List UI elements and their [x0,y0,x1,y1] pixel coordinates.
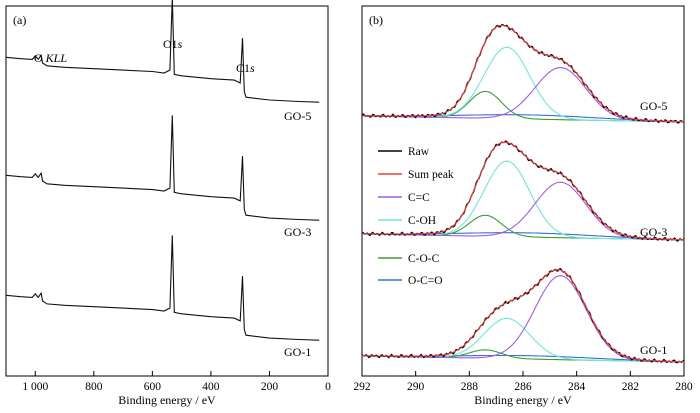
panel-b-component-c-oh [362,46,684,123]
panel-b-group-go-1 [361,267,685,364]
panel-a-x-ticks: 1 000 800 600 400 200 0 [22,371,331,393]
panel-b-x-tick-label: 280 [675,381,693,393]
panel-b-group-go-3 [361,140,685,242]
panel-a-x-tick-label: 1 000 [22,381,48,393]
panel-b: (b) 292 290 288 286 284 282 280 GO-5 GO-3 GO-1… [353,5,693,407]
panel-a-x-axis-label: Binding energy / eV [118,393,216,407]
legend-label-c-eq-c: C=C [408,192,430,204]
panel-b-x-tick-label: 290 [407,381,425,393]
panel-a-trace-go-5 [5,0,320,103]
legend-label-sum-peak: Sum peak [408,169,454,181]
panel-b-x-tick-label: 288 [461,381,479,393]
panel-a-label-go1: GO-1 [284,345,311,359]
panel-a-trace-go-3 [5,115,320,221]
panel-b-sum-trace [362,141,684,241]
panel-b-component-c-c [362,181,684,241]
annotation-c1s: C1s [236,61,255,75]
legend-label-raw: Raw [408,146,430,158]
panel-b-x-tick-label: 286 [514,381,532,393]
panel-b-label-go5: GO-5 [640,99,667,113]
legend-label-c-oh: C-OH [408,215,436,227]
panel-a-frame [5,5,329,377]
legend-label-c-o-c: C-O-C [408,253,440,265]
annotation-o1s: O1s [163,37,183,51]
panel-b-sum-trace [362,269,685,363]
panel-a-x-tick-label: 400 [202,381,220,393]
panel-b-x-tick-label: 292 [353,381,371,393]
panel-b-component-c-c [362,275,684,363]
panel-a-label-go3: GO-3 [284,225,311,239]
panel-a-x-tick-label: 800 [85,381,103,393]
panel-a-trace-go-1 [5,235,320,341]
panel-a-label-go5: GO-5 [284,109,311,123]
panel-b-x-ticks: 292 290 288 286 284 282 280 [353,371,693,393]
annotation-o-kll: O KLL [34,51,67,65]
panel-b-component-c-c [362,67,684,123]
panel-a-tag: (a) [13,13,26,27]
panel-b-group-go-5 [361,23,685,124]
panel-b-sum-trace [362,24,684,123]
panel-b-frame [361,5,685,377]
panel-b-traces [361,23,685,364]
panel-a: (a) 1 000 800 600 400 200 0 O KLL O1s C1s GO-… [5,0,331,407]
panel-b-legend: Raw Sum peak C=C C-OH C-O-C O-C=O [378,146,454,287]
panel-a-x-tick-label: 200 [261,381,279,393]
panel-a-x-tick-label: 600 [144,381,162,393]
panel-b-x-tick-label: 282 [622,381,640,393]
panel-b-x-tick-label: 284 [568,381,586,393]
panel-b-label-go1: GO-1 [640,343,667,357]
legend-label-o-c-o: O-C=O [408,275,443,287]
panel-a-traces [5,0,320,341]
panel-b-x-axis-label: Binding energy / eV [474,393,572,407]
panel-b-label-go3: GO-3 [640,225,667,239]
panel-a-x-tick-label: 0 [325,381,331,393]
panel-b-tag: (b) [369,13,383,27]
